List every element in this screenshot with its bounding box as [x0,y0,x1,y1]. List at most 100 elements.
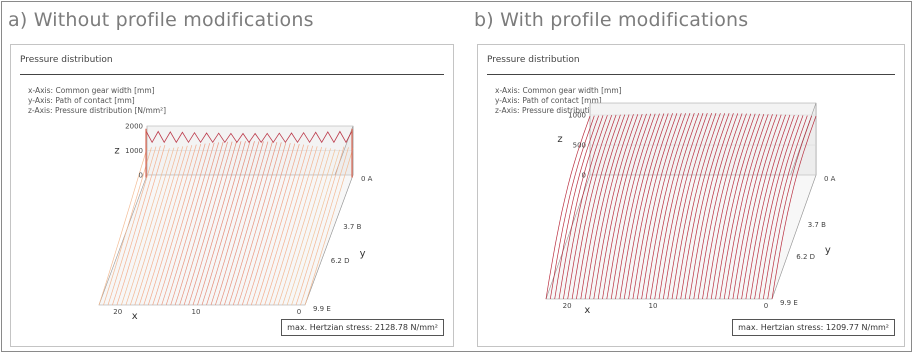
surface-line [121,148,170,306]
surface-line [576,114,621,300]
panel-a-heading: a) Without profile modifications [8,9,314,31]
y-axis-info: y-Axis: Path of contact [mm] [495,96,602,105]
surface-line [183,141,233,306]
surface-line [232,142,282,306]
surface-line [215,141,264,306]
y-tick-label: 0 A [824,175,836,183]
panel-without-modifications: Pressure distribution x-Axis: Common gea… [10,44,454,347]
surface-line [206,141,255,306]
surface-line [147,144,197,306]
surface-line [134,146,184,306]
z-axis-label: z [557,134,562,145]
surface-line [584,114,630,300]
surface-line [125,147,175,306]
surface-line [250,144,300,306]
surface-line [228,142,278,306]
surface-line [273,146,323,306]
surface-line [201,141,251,306]
y-axis-label: y [825,245,831,256]
surface-line [689,113,734,300]
x-tick-label: 20 [113,308,122,316]
z-tick-label: 1000 [568,112,586,120]
surface-line [619,113,665,300]
surface-line [567,114,613,300]
floor-plane [545,174,817,300]
x-tick-label: 20 [563,302,572,310]
surface-line [549,115,595,300]
panel-b-heading: b) With profile modifications [474,9,749,31]
surface-line [116,145,166,306]
max-stress-label: max. Hertzian stress: 2128.78 N/mm² [281,319,444,336]
surface-line [628,113,673,300]
surface-line [593,114,639,300]
surface-line [277,147,327,306]
y-tick-label: 6.2 D [331,257,350,265]
y-tick-label: 3.7 B [343,223,361,231]
surface-line [645,112,691,300]
y-axis-info: y-Axis: Path of contact [mm] [28,96,135,105]
surface-line [103,147,152,306]
x-tick-label: 0 [764,302,768,310]
surface-line [138,145,188,306]
panel-divider [487,74,895,75]
y-tick-label: 9.9 E [780,299,798,307]
surface-line [237,142,287,306]
surface-line [754,115,799,300]
surface-line [719,113,765,300]
surface-line [268,146,318,306]
surface-line [706,113,752,300]
surface-line [300,147,349,306]
surface-line [589,114,634,300]
surface-line [174,142,224,306]
z-axis-label: z [114,146,119,157]
surface-line [732,114,778,300]
surface-line [728,114,773,300]
surface-line [192,141,242,306]
surface-line [710,113,756,300]
x-axis-label: x [584,305,590,316]
surface-line [156,143,206,306]
surface-line [241,143,291,306]
surface-line [736,114,782,300]
surface-line [580,114,626,300]
z-tick-label: 500 [573,142,586,150]
x-tick-label: 10 [649,302,658,310]
surface-line [662,112,708,300]
surface-line [219,141,269,306]
axes-info: x-Axis: Common gear width [mm] y-Axis: P… [28,86,166,116]
surface-line [749,114,795,300]
surface-line [188,141,237,306]
x-axis-info: x-Axis: Common gear width [mm] [28,86,155,95]
pressure-plot-a: 0 1000 2000 20 10 0 0 A 3.7 B 6.2 D 9.9 E z x y [98,123,373,322]
surface-line [745,114,791,300]
surface-line [702,113,747,300]
surface-line [771,115,817,300]
surface-line [295,146,345,306]
surface-line [615,113,660,300]
surface-line [654,112,700,300]
surface-line [563,115,608,300]
axes-info: x-Axis: Common gear width [mm] y-Axis: P… [495,86,633,116]
surface-line [684,113,730,300]
surface-line [179,141,228,306]
surface-line [610,113,656,300]
surface-line [641,113,686,300]
surface-line [107,146,157,306]
surface-line [129,146,179,306]
surface-line [671,112,717,300]
surface-line [758,115,804,300]
z-tick-label: 1000 [125,147,143,155]
surface-line [649,112,695,300]
surface-line [143,145,193,306]
x-axis-label: x [132,311,138,322]
z-tick-label: 2000 [125,123,143,131]
surface-line [602,113,647,300]
surface-line [697,113,743,300]
surface-line [667,112,713,300]
surface-line [286,148,336,306]
panel-title: Pressure distribution [20,55,113,65]
y-tick-label: 9.9 E [313,305,331,313]
max-stress-label: max. Hertzian stress: 1209.77 N/mm² [732,319,895,336]
surface-line [197,141,246,306]
